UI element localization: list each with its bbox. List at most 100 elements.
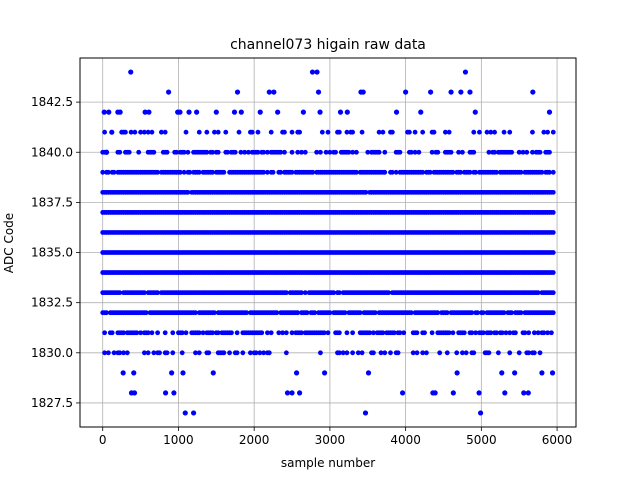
data-point bbox=[134, 330, 140, 336]
data-point bbox=[537, 350, 543, 356]
data-point bbox=[283, 350, 289, 356]
data-point bbox=[372, 310, 378, 316]
data-point bbox=[215, 129, 221, 135]
data-point bbox=[141, 350, 147, 356]
data-point bbox=[227, 350, 232, 356]
data-point bbox=[344, 330, 350, 336]
data-point bbox=[382, 350, 388, 356]
data-point bbox=[265, 330, 270, 336]
data-point bbox=[520, 149, 526, 155]
data-point bbox=[315, 89, 322, 95]
data-point bbox=[359, 350, 365, 356]
data-point bbox=[355, 350, 361, 356]
data-point bbox=[309, 69, 316, 75]
data-point bbox=[123, 129, 128, 135]
data-point bbox=[257, 109, 263, 115]
data-point bbox=[507, 129, 513, 135]
data-point bbox=[525, 390, 531, 396]
data-point bbox=[550, 169, 556, 175]
data-point bbox=[236, 129, 242, 135]
x-tick-label: 5000 bbox=[466, 433, 497, 447]
y-tick-label: 1835.0 bbox=[31, 246, 73, 260]
data-point bbox=[181, 149, 187, 155]
data-point bbox=[276, 330, 282, 336]
data-point bbox=[420, 129, 426, 135]
data-point bbox=[268, 129, 274, 135]
data-point bbox=[418, 109, 424, 115]
data-point bbox=[271, 89, 277, 95]
data-point bbox=[111, 169, 117, 175]
data-point bbox=[546, 109, 553, 115]
data-point bbox=[399, 390, 406, 396]
chart-title: channel073 higain raw data bbox=[230, 37, 426, 53]
data-point bbox=[149, 330, 155, 336]
y-tick-label: 1840.0 bbox=[31, 145, 73, 159]
data-point bbox=[289, 330, 295, 336]
data-point bbox=[155, 330, 161, 336]
data-point bbox=[318, 350, 323, 356]
data-point bbox=[304, 310, 310, 316]
data-point bbox=[289, 129, 295, 135]
data-point bbox=[473, 330, 479, 336]
data-point bbox=[435, 149, 441, 155]
data-point bbox=[297, 129, 303, 135]
data-point bbox=[446, 330, 452, 336]
data-point bbox=[317, 109, 323, 115]
data-point bbox=[143, 310, 149, 316]
x-tick-label: 0 bbox=[99, 433, 107, 447]
data-point bbox=[302, 149, 308, 155]
data-point bbox=[473, 169, 479, 175]
data-point bbox=[460, 350, 465, 356]
data-point bbox=[194, 109, 200, 115]
data-point bbox=[391, 330, 397, 336]
data-point bbox=[550, 270, 556, 275]
data-point bbox=[193, 310, 198, 316]
data-point bbox=[486, 149, 492, 155]
data-point bbox=[509, 310, 515, 316]
data-point bbox=[431, 129, 437, 135]
data-point bbox=[321, 370, 328, 376]
x-tick-label: 6000 bbox=[542, 433, 573, 447]
data-point bbox=[165, 89, 172, 95]
data-point bbox=[371, 350, 376, 356]
data-point bbox=[480, 310, 486, 316]
data-point bbox=[187, 169, 193, 175]
data-point bbox=[124, 350, 130, 356]
data-point bbox=[109, 129, 115, 135]
data-point bbox=[541, 129, 547, 135]
data-point bbox=[261, 350, 267, 356]
data-point bbox=[186, 109, 192, 115]
data-point bbox=[376, 129, 382, 135]
data-point bbox=[131, 390, 138, 396]
data-point bbox=[395, 350, 401, 356]
data-point bbox=[467, 169, 473, 175]
x-axis-label: sample number bbox=[281, 456, 375, 470]
data-point bbox=[469, 310, 475, 316]
data-point bbox=[530, 129, 535, 135]
data-point bbox=[382, 169, 388, 175]
y-tick-label: 1827.5 bbox=[31, 396, 73, 410]
data-point bbox=[530, 89, 536, 95]
data-point bbox=[265, 169, 270, 175]
data-point bbox=[407, 129, 412, 135]
data-point bbox=[365, 149, 371, 155]
data-point bbox=[101, 109, 107, 115]
data-point bbox=[180, 370, 186, 376]
data-point bbox=[539, 169, 545, 175]
data-point bbox=[336, 330, 342, 336]
data-point bbox=[450, 169, 456, 175]
data-point bbox=[454, 370, 460, 376]
data-point bbox=[472, 109, 478, 115]
data-point bbox=[467, 89, 473, 95]
data-point bbox=[268, 330, 274, 336]
data-point bbox=[378, 350, 384, 356]
data-point bbox=[547, 149, 552, 155]
data-point bbox=[408, 149, 414, 155]
data-point bbox=[448, 149, 454, 155]
data-point bbox=[362, 410, 369, 416]
data-point bbox=[388, 350, 393, 356]
data-point bbox=[159, 129, 164, 135]
data-point bbox=[145, 350, 151, 356]
data-point bbox=[234, 330, 240, 336]
